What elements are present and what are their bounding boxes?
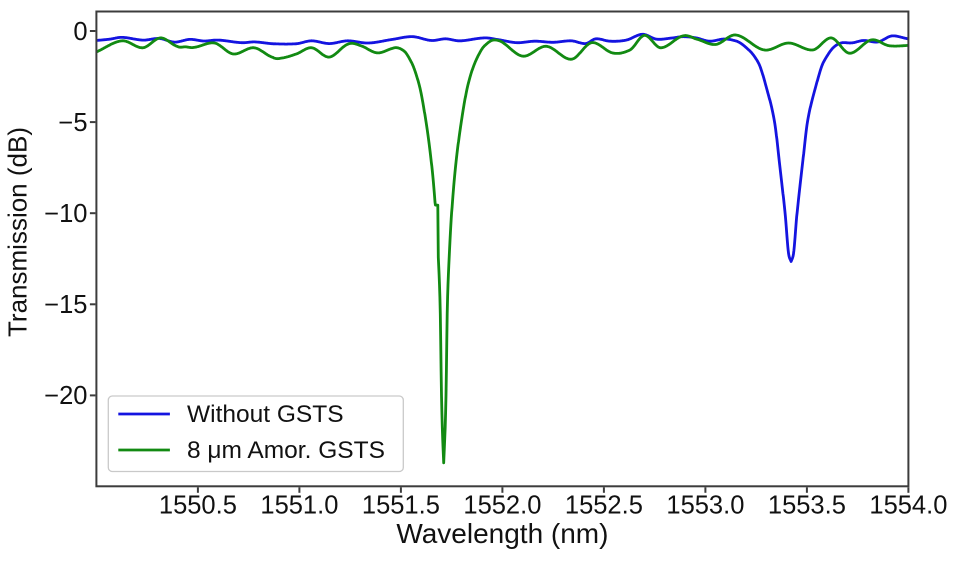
svg-text:−10: −10	[44, 200, 87, 228]
svg-text:1551.0: 1551.0	[260, 492, 338, 520]
svg-text:8 μm Amor. GSTS: 8 μm Amor. GSTS	[187, 437, 385, 464]
svg-text:Wavelength (nm): Wavelength (nm)	[396, 518, 608, 549]
svg-text:1552.5: 1552.5	[565, 492, 643, 520]
svg-text:1553.0: 1553.0	[666, 492, 744, 520]
svg-text:1552.0: 1552.0	[463, 492, 541, 520]
svg-text:1554.0: 1554.0	[869, 492, 947, 520]
svg-text:−15: −15	[44, 291, 87, 319]
svg-text:0: 0	[73, 18, 87, 46]
svg-text:1553.5: 1553.5	[768, 492, 846, 520]
svg-text:1551.5: 1551.5	[362, 492, 440, 520]
svg-text:Transmission (dB): Transmission (dB)	[3, 127, 33, 337]
svg-text:−5: −5	[58, 109, 87, 137]
svg-text:1550.5: 1550.5	[159, 492, 237, 520]
svg-text:−20: −20	[44, 382, 87, 410]
svg-text:Without GSTS: Without GSTS	[187, 401, 344, 428]
